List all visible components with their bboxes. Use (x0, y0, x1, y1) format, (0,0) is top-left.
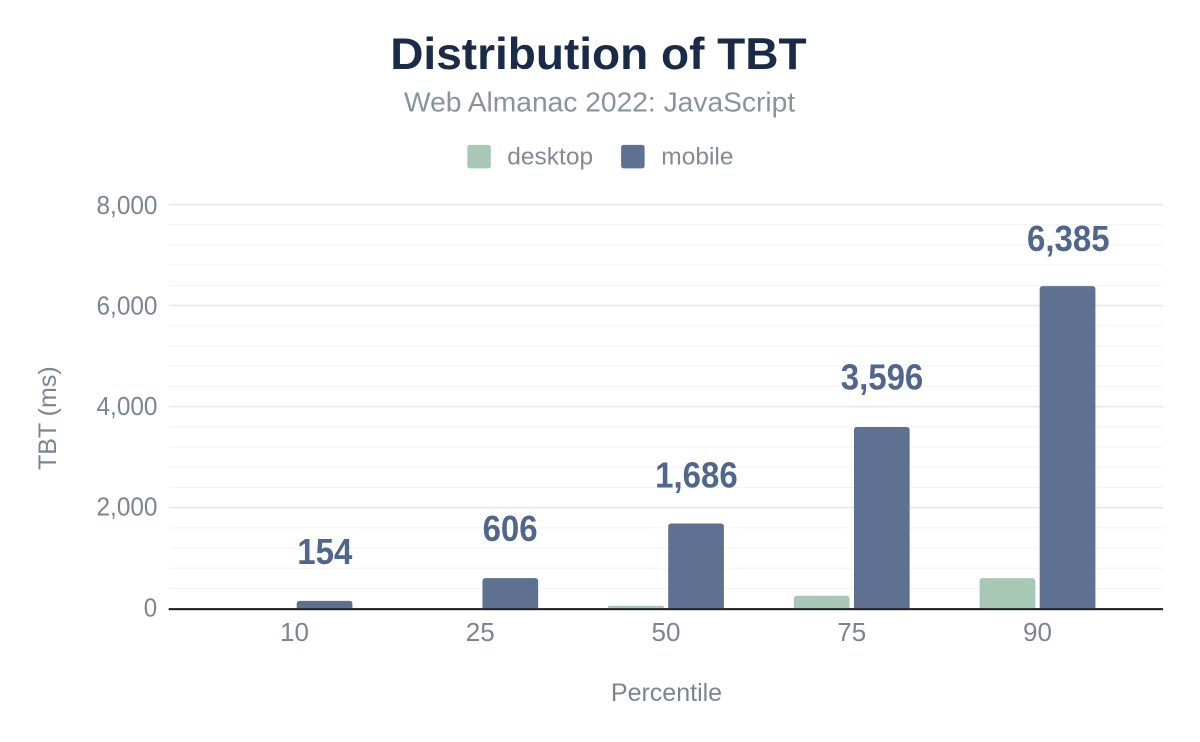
svg-text:25: 25 (466, 617, 495, 647)
svg-text:8,000: 8,000 (97, 190, 158, 220)
svg-text:desktop: desktop (507, 143, 593, 170)
svg-text:2,000: 2,000 (97, 491, 158, 521)
svg-text:Web Almanac 2022: JavaScript: Web Almanac 2022: JavaScript (404, 85, 795, 117)
svg-text:606: 606 (483, 510, 538, 550)
svg-text:TBT (ms): TBT (ms) (34, 366, 62, 470)
svg-text:1,686: 1,686 (655, 456, 738, 496)
svg-text:mobile: mobile (661, 143, 733, 170)
svg-text:6,385: 6,385 (1027, 219, 1110, 259)
svg-text:Distribution of TBT: Distribution of TBT (390, 29, 807, 79)
svg-text:4,000: 4,000 (97, 391, 158, 421)
svg-text:Percentile: Percentile (611, 679, 722, 707)
svg-text:6,000: 6,000 (97, 290, 158, 320)
svg-text:10: 10 (280, 617, 309, 647)
svg-text:90: 90 (1023, 617, 1052, 647)
svg-text:154: 154 (297, 533, 353, 573)
svg-text:75: 75 (837, 617, 866, 647)
svg-text:0: 0 (144, 593, 157, 623)
svg-text:3,596: 3,596 (841, 358, 924, 398)
svg-text:50: 50 (652, 617, 681, 647)
